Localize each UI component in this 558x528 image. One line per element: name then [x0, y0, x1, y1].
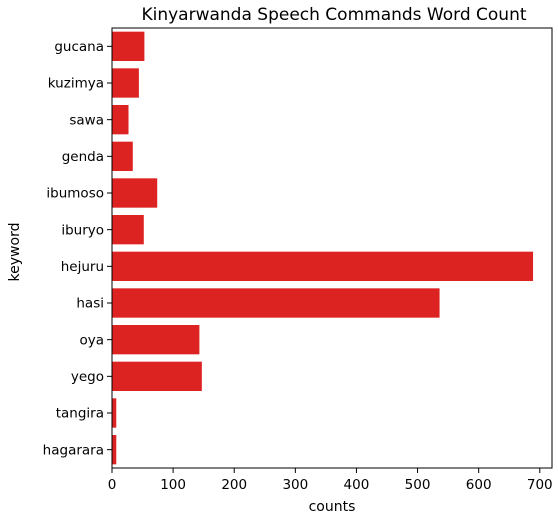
y-tick-label: sawa [69, 112, 104, 128]
x-tick-label: 100 [160, 477, 186, 493]
bar-iburyo [112, 215, 144, 245]
x-axis-label: counts [309, 499, 356, 515]
y-tick-label: hagarara [43, 442, 104, 458]
bar-oya [112, 325, 200, 355]
x-tick-labels: 0 100 200 300 400 500 600 700 [108, 468, 553, 493]
x-tick-label: 400 [344, 477, 370, 493]
bars-group [112, 31, 534, 465]
y-axis-label: keyword [7, 223, 23, 282]
x-tick-label: 700 [527, 477, 553, 493]
x-tick-label: 0 [108, 477, 117, 493]
y-tick-label: genda [62, 149, 104, 165]
y-tick-labels: gucana kuzimya sawa genda ibumoso iburyo hejur… [43, 39, 112, 458]
bar-tangira [112, 398, 117, 428]
x-tick-label: 200 [221, 477, 247, 493]
y-tick-label: oya [79, 332, 104, 348]
bar-hasi [112, 288, 440, 318]
x-tick-label: 600 [466, 477, 492, 493]
y-tick-label: iburyo [61, 222, 104, 238]
y-tick-label: ibumoso [46, 186, 104, 202]
bar-hagarara [112, 435, 117, 465]
y-tick-label: hejuru [61, 259, 104, 275]
bar-ibumoso [112, 178, 158, 208]
y-tick-label: tangira [56, 406, 104, 422]
y-tick-label: hasi [76, 296, 104, 312]
bar-gucana [112, 31, 145, 61]
bar-genda [112, 141, 133, 171]
bar-kuzimya [112, 68, 139, 98]
bar-sawa [112, 105, 129, 135]
plot-frame [111, 27, 553, 469]
y-tick-label: yego [71, 369, 104, 385]
x-tick-label: 500 [405, 477, 431, 493]
y-tick-label: gucana [54, 39, 104, 55]
x-tick-label: 300 [282, 477, 308, 493]
chart-title: Kinyarwanda Speech Commands Word Count [141, 5, 526, 25]
y-tick-label: kuzimya [48, 76, 104, 92]
bar-yego [112, 361, 202, 391]
bar-hejuru [112, 251, 534, 281]
